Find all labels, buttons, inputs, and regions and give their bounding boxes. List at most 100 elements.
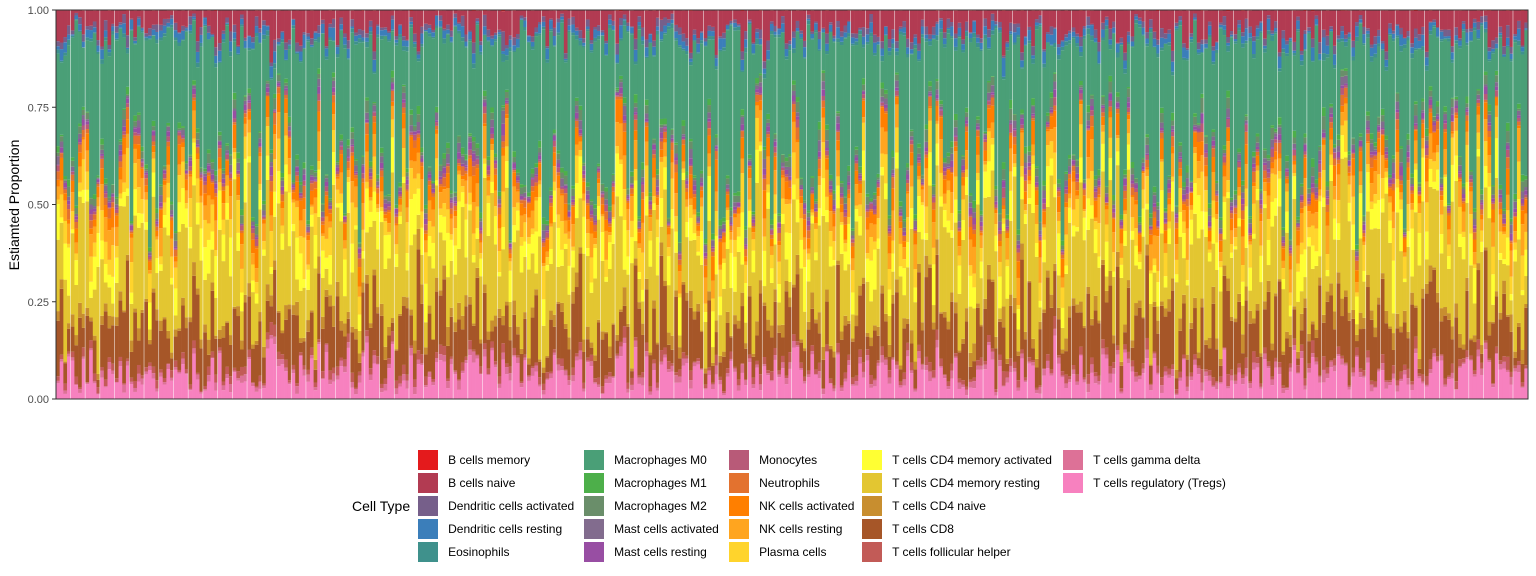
bar-segment — [236, 378, 241, 381]
bar-segment — [729, 10, 734, 21]
bar-segment — [269, 335, 274, 339]
bar-segment — [766, 375, 771, 399]
bar-segment — [758, 293, 763, 375]
sample-bar — [335, 10, 340, 399]
bar-segment — [839, 181, 844, 184]
bar-segment — [729, 24, 734, 26]
bar-segment — [56, 146, 60, 153]
bar-segment — [836, 123, 841, 130]
bar-segment — [162, 184, 167, 203]
bar-segment — [486, 170, 491, 175]
sample-bar — [762, 10, 767, 399]
bar-segment — [368, 161, 373, 167]
bar-segment — [825, 150, 830, 156]
bar-segment — [199, 390, 204, 393]
bar-segment — [641, 323, 646, 335]
bar-segment — [136, 328, 141, 341]
bar-segment — [747, 358, 752, 363]
bar-segment — [136, 112, 141, 115]
bar-segment — [619, 38, 624, 41]
bar-segment — [552, 133, 557, 135]
bar-segment — [89, 350, 94, 399]
bar-segment — [416, 188, 421, 215]
bar-segment — [96, 179, 101, 183]
bar-segment — [806, 253, 811, 260]
bar-segment — [563, 243, 568, 249]
bar-segment — [357, 353, 362, 363]
bar-segment — [692, 177, 697, 181]
sample-bar — [817, 10, 822, 399]
bar-segment — [361, 42, 366, 156]
bar-segment — [401, 364, 406, 375]
bar-segment — [736, 10, 741, 24]
bar-segment — [118, 10, 123, 23]
bar-segment — [159, 40, 164, 185]
bar-segment — [648, 42, 653, 193]
bar-segment — [644, 56, 649, 58]
bar-segment — [144, 40, 149, 165]
bar-segment — [151, 145, 156, 153]
sample-bar — [284, 10, 289, 399]
bar-segment — [648, 394, 653, 399]
bar-segment — [320, 316, 325, 329]
sample-bar — [516, 10, 520, 399]
bar-segment — [273, 39, 278, 52]
bar-segment — [181, 358, 186, 365]
bar-segment — [725, 175, 730, 179]
bar-segment — [828, 266, 833, 346]
bar-segment — [619, 96, 624, 100]
bar-segment — [784, 157, 789, 162]
bar-segment — [92, 226, 97, 243]
sample-bar — [457, 10, 462, 399]
bar-segment — [416, 10, 421, 52]
bar-segment — [648, 386, 653, 392]
bar-segment — [817, 39, 822, 50]
bar-segment — [155, 223, 160, 227]
bar-segment — [641, 27, 646, 37]
bar-segment — [398, 375, 403, 384]
bar-segment — [181, 39, 186, 41]
bar-segment — [420, 46, 425, 148]
bar-segment — [431, 381, 436, 386]
bar-segment — [59, 354, 64, 360]
bar-segment — [464, 295, 469, 307]
bar-segment — [744, 52, 749, 227]
bar-segment — [243, 158, 248, 203]
bar-segment — [420, 26, 425, 34]
bar-segment — [295, 315, 300, 384]
bar-gap — [408, 10, 410, 399]
bar-segment — [295, 167, 300, 172]
bar-segment — [372, 350, 377, 356]
bar-segment — [346, 212, 351, 312]
bar-segment — [504, 146, 509, 162]
bar-segment — [85, 307, 90, 316]
bar-segment — [335, 10, 340, 46]
bar-segment — [343, 372, 348, 399]
bar-segment — [262, 219, 267, 224]
bar-segment — [405, 172, 410, 177]
bar-segment — [574, 183, 579, 219]
bar-segment — [780, 213, 785, 224]
bar-segment — [552, 222, 557, 315]
bar-segment — [637, 16, 642, 23]
bar-segment — [78, 196, 83, 303]
bar-segment — [59, 134, 64, 137]
bar-segment — [335, 174, 340, 177]
bar-segment — [170, 10, 175, 16]
bar-segment — [733, 366, 738, 369]
bar-segment — [501, 352, 506, 360]
bar-segment — [111, 10, 116, 24]
bar-segment — [560, 172, 565, 179]
bar-segment — [394, 39, 399, 43]
bar-segment — [578, 156, 583, 199]
bar-segment — [262, 20, 267, 26]
bar-segment — [265, 87, 270, 93]
bar-segment — [523, 357, 528, 361]
bar-segment — [269, 66, 274, 78]
bar-segment — [585, 360, 590, 363]
bar-segment — [114, 213, 119, 216]
bar-segment — [788, 154, 793, 157]
bar-segment — [151, 120, 156, 127]
bar-segment — [799, 178, 804, 185]
bar-segment — [148, 256, 152, 260]
